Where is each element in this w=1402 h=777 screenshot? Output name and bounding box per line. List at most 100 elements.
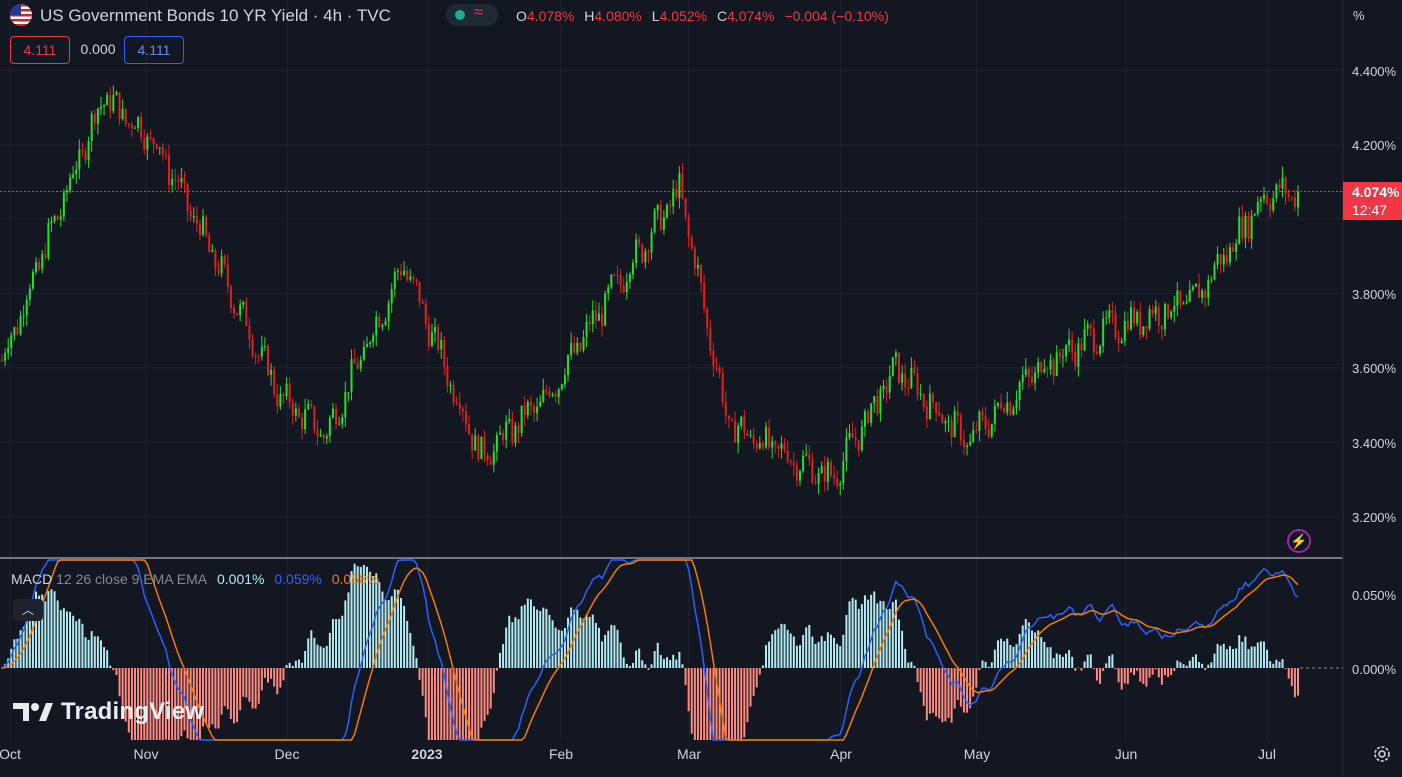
settings-gear-icon[interactable] <box>1372 744 1392 764</box>
macd-histogram-bar <box>498 652 501 668</box>
macd-histogram-bar <box>604 634 607 668</box>
buy-price-button[interactable]: 4.111 <box>124 36 184 64</box>
candle-body <box>836 478 839 486</box>
macd-histogram-bar <box>511 622 514 668</box>
collapse-legend-button[interactable]: ︿ <box>13 599 43 621</box>
candle-body <box>78 149 81 170</box>
candle-body <box>72 174 75 178</box>
candle-body <box>641 244 644 263</box>
macd-histogram-bar <box>1108 655 1111 668</box>
macd-histogram-bar <box>158 668 161 740</box>
macd-histogram-bar <box>1198 662 1201 668</box>
candle-body <box>557 389 560 397</box>
macd-histogram-bar <box>690 668 693 734</box>
candle-body <box>1074 351 1077 367</box>
candle-body <box>585 322 588 338</box>
macd-histogram-bar <box>1021 625 1024 668</box>
close-key: C <box>716 8 728 24</box>
candle-body <box>1012 408 1015 415</box>
candle-body <box>554 394 557 397</box>
time-axis-label: Dec <box>274 746 300 762</box>
candle-body <box>1210 279 1213 281</box>
candle-body <box>35 262 38 273</box>
candle-body <box>597 313 600 321</box>
market-status-pill[interactable]: ≈ <box>446 4 498 26</box>
macd-histogram-bar <box>1102 668 1105 672</box>
macd-histogram-bar <box>928 668 931 714</box>
macd-histogram-bar <box>539 611 542 668</box>
candle-body <box>839 483 842 486</box>
candle-body <box>418 281 421 303</box>
candle-body <box>690 237 693 249</box>
macd-histogram-bar <box>316 644 319 668</box>
candle-body <box>1061 356 1064 358</box>
candle-body <box>134 127 137 129</box>
open-value: 4.078% <box>526 8 575 24</box>
macd-histogram-bar <box>619 642 622 668</box>
candle-body <box>774 441 777 446</box>
change-value: −0.004 (−0.10%) <box>784 8 889 24</box>
macd-histogram-bar <box>217 668 220 729</box>
macd-histogram-bar <box>693 668 696 740</box>
macd-histogram-bar <box>650 664 653 668</box>
macd-histogram-bar <box>10 648 13 668</box>
time-axis-label: Nov <box>133 746 159 762</box>
macd-histogram-bar <box>359 567 362 668</box>
candle-body <box>1145 326 1148 329</box>
macd-histogram-bar <box>437 668 440 740</box>
candle-body <box>502 432 505 440</box>
candle-body <box>393 271 396 289</box>
macd-legend[interactable]: MACD 12 26 close 9 EMA EMA 0.001% 0.059%… <box>11 571 379 587</box>
macd-histogram-bar <box>369 571 372 668</box>
macd-histogram-bar <box>755 668 758 688</box>
candle-body <box>4 353 7 361</box>
macd-histogram-bar <box>1185 665 1188 668</box>
candle-body <box>347 392 350 394</box>
macd-histogram-bar <box>536 609 539 668</box>
macd-histogram-bar <box>1037 630 1040 668</box>
candle-body <box>421 302 424 304</box>
macd-histogram-bar <box>885 609 888 668</box>
macd-histogram-bar <box>529 599 532 668</box>
lightning-icon[interactable]: ⚡ <box>1287 529 1311 553</box>
candle-body <box>319 434 322 437</box>
price-scale-unit[interactable]: % <box>1353 8 1365 23</box>
candle-body <box>613 274 616 276</box>
macd-histogram-bar <box>786 629 789 668</box>
candle-body <box>236 313 239 316</box>
candle-body <box>981 411 984 416</box>
macd-histogram-bar <box>177 668 180 740</box>
candle-body <box>486 455 489 461</box>
macd-histogram-bar <box>1194 654 1197 668</box>
candle-body <box>672 188 675 207</box>
candle-body <box>226 264 229 287</box>
candle-body <box>1105 317 1108 319</box>
candle-body <box>1194 283 1197 287</box>
tradingview-logo[interactable]: TradingView <box>13 697 204 727</box>
sell-price-button[interactable]: 4.111 <box>10 36 70 64</box>
macd-histogram-bar <box>734 668 737 740</box>
macd-histogram-bar <box>56 600 59 668</box>
candle-body <box>424 303 427 324</box>
macd-histogram-bar <box>845 614 848 668</box>
candle-body <box>1126 320 1129 330</box>
macd-histogram-bar <box>477 668 480 740</box>
candle-body <box>47 223 50 258</box>
candle-body <box>1148 309 1151 329</box>
candle-body <box>1114 312 1117 338</box>
chevron-up-icon: ︿ <box>21 603 34 617</box>
macd-histogram-bar <box>291 665 294 668</box>
macd-histogram-bar <box>75 621 78 668</box>
candle-body <box>143 137 146 150</box>
candle-body <box>935 402 938 413</box>
tradingview-logo-icon <box>13 703 53 721</box>
candle-body <box>802 455 805 472</box>
candle-body <box>638 239 641 245</box>
symbol-title[interactable]: US Government Bonds 10 YR Yield · 4h · T… <box>40 6 391 25</box>
candle-body <box>109 94 112 111</box>
candle-body <box>919 393 922 395</box>
macd-histogram-bar <box>1188 660 1191 668</box>
macd-histogram-bar <box>208 668 211 728</box>
time-axis-label: Jun <box>1114 746 1138 762</box>
